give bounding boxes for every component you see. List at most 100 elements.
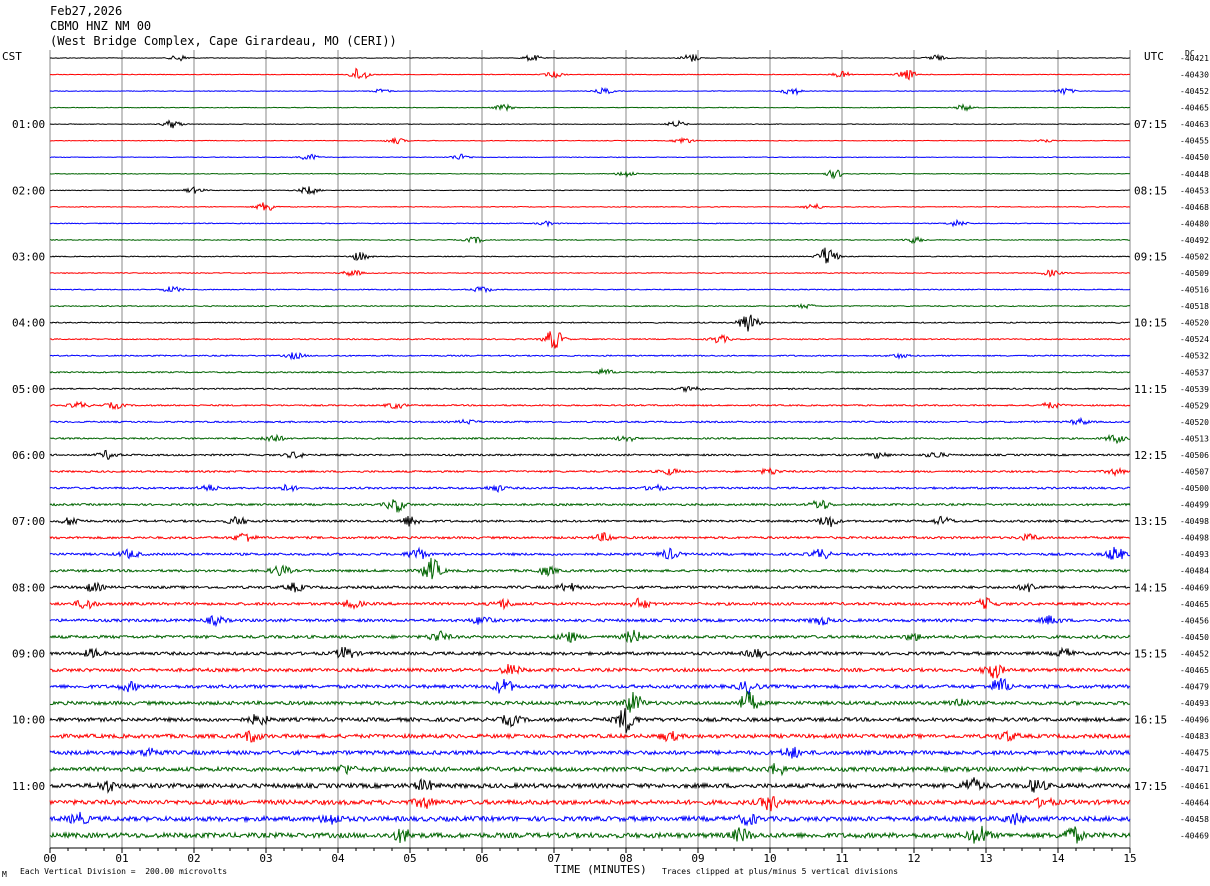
dc-offset-label: -40456 [1180, 616, 1209, 625]
dc-offset-label: -40458 [1180, 815, 1209, 824]
dc-offset-label: -40453 [1180, 186, 1209, 195]
right-hour-label: 10:15 [1134, 317, 1167, 330]
trace-line [49, 119, 1131, 129]
trace-line [49, 729, 1131, 743]
dc-offset-label: -40506 [1180, 451, 1209, 460]
dc-offset-label: -40465 [1180, 104, 1209, 113]
x-tick-label: 09 [691, 852, 704, 865]
trace-line [49, 169, 1131, 180]
trace-line [49, 677, 1131, 696]
right-hour-label: 08:15 [1134, 184, 1167, 197]
dc-offset-label: -40539 [1180, 385, 1209, 394]
left-hour-label: 11:00 [12, 780, 45, 793]
dc-offset-label: -40516 [1180, 286, 1209, 295]
dc-offset-label: -40509 [1180, 269, 1209, 278]
x-tick-label: 00 [43, 852, 56, 865]
trace-line [49, 400, 1131, 411]
trace-line [49, 690, 1131, 713]
x-tick-label: 07 [547, 852, 560, 865]
dc-offset-label: -40475 [1180, 749, 1209, 758]
x-tick-label: 03 [259, 852, 272, 865]
dc-offset-label: -40529 [1180, 401, 1209, 410]
x-tick-label: 08 [619, 852, 632, 865]
dc-label: DC [1185, 49, 1195, 58]
header-location: (West Bridge Complex, Cape Girardeau, MO… [50, 34, 397, 48]
trace-line [49, 67, 1130, 81]
right-hour-label: 13:15 [1134, 515, 1167, 528]
dc-offset-label: -40492 [1180, 236, 1209, 245]
trace-group [49, 53, 1131, 844]
x-tick-label: 05 [403, 852, 416, 865]
right-timezone-label: UTC [1144, 50, 1164, 63]
dc-offset-label: -40498 [1180, 534, 1209, 543]
dc-offset-label: -40448 [1180, 170, 1209, 179]
dc-offset-label: -40502 [1180, 252, 1209, 261]
trace-line [49, 235, 1130, 245]
trace-line [49, 449, 1131, 460]
dc-offset-label: -40465 [1180, 666, 1209, 675]
trace-line [49, 483, 1131, 493]
left-hour-label: 05:00 [12, 383, 45, 396]
trace-line [49, 746, 1131, 759]
trace-line [49, 596, 1131, 611]
dc-offset-label: -40463 [1180, 120, 1209, 129]
left-hour-label: 08:00 [12, 581, 45, 594]
trace-line [49, 103, 1131, 112]
dc-offset-label: -40471 [1180, 765, 1209, 774]
dc-offset-label: -40493 [1180, 550, 1209, 559]
x-tick-label: 04 [331, 852, 345, 865]
dc-offset-label: -40421 [1180, 54, 1209, 63]
right-hour-label: 11:15 [1134, 383, 1167, 396]
dc-offset-label: -40520 [1180, 319, 1209, 328]
x-tick-label: 02 [187, 852, 200, 865]
trace-line [49, 777, 1131, 794]
dc-offset-label: -40468 [1180, 203, 1209, 212]
right-hour-label: 07:15 [1134, 118, 1167, 131]
trace-line [49, 186, 1130, 196]
left-hour-label: 01:00 [12, 118, 45, 131]
trace-line [49, 646, 1131, 660]
trace-line [49, 811, 1131, 827]
dc-offset-label: -40452 [1180, 87, 1209, 96]
trace-line [49, 614, 1131, 628]
axis-labels: 00 01 02 03 04 05 06 07 08 09 10 11 12 13 14 15 -40421 -4… [12, 54, 1209, 865]
x-tick-label: 10 [763, 852, 776, 865]
right-hour-label: 16:15 [1134, 714, 1167, 727]
trace-line [49, 433, 1131, 445]
trace-line [49, 352, 1131, 361]
trace-line [49, 269, 1131, 278]
dc-offset-label: -40499 [1180, 501, 1209, 510]
left-hour-label: 02:00 [12, 184, 45, 197]
trace-line [49, 629, 1131, 644]
dc-offset-label: -40469 [1180, 831, 1209, 840]
trace-line [49, 466, 1131, 477]
trace-line [49, 531, 1131, 542]
dc-offset-label: -40479 [1180, 683, 1209, 692]
dc-offset-label: -40469 [1180, 583, 1209, 592]
dc-offset-label: -40464 [1180, 798, 1209, 807]
trace-line [49, 385, 1131, 394]
right-hour-label: 09:15 [1134, 250, 1167, 263]
dc-offset-label: -40461 [1180, 782, 1209, 791]
dc-offset-label: -40496 [1180, 716, 1209, 725]
dc-offset-label: -40452 [1180, 649, 1209, 658]
dc-offset-label: -40498 [1180, 517, 1209, 526]
header-station: CBMO HNZ NM 00 [50, 19, 152, 33]
right-hour-label: 14:15 [1134, 581, 1167, 594]
left-hour-label: 06:00 [12, 449, 45, 462]
corner-mark: M [2, 870, 7, 879]
x-tick-label: 12 [907, 852, 920, 865]
grid-lines [49, 50, 1131, 853]
trace-line [49, 367, 1131, 376]
left-hour-label: 09:00 [12, 647, 45, 660]
trace-line [49, 153, 1131, 161]
dc-offset-label: -40507 [1180, 468, 1209, 477]
trace-line [49, 499, 1131, 514]
x-tick-label: 14 [1051, 852, 1065, 865]
dc-offset-label: -40518 [1180, 302, 1209, 311]
trace-line [49, 515, 1131, 528]
dc-offset-label: -40455 [1180, 137, 1209, 146]
right-hour-label: 15:15 [1134, 647, 1167, 660]
trace-line [49, 825, 1131, 844]
